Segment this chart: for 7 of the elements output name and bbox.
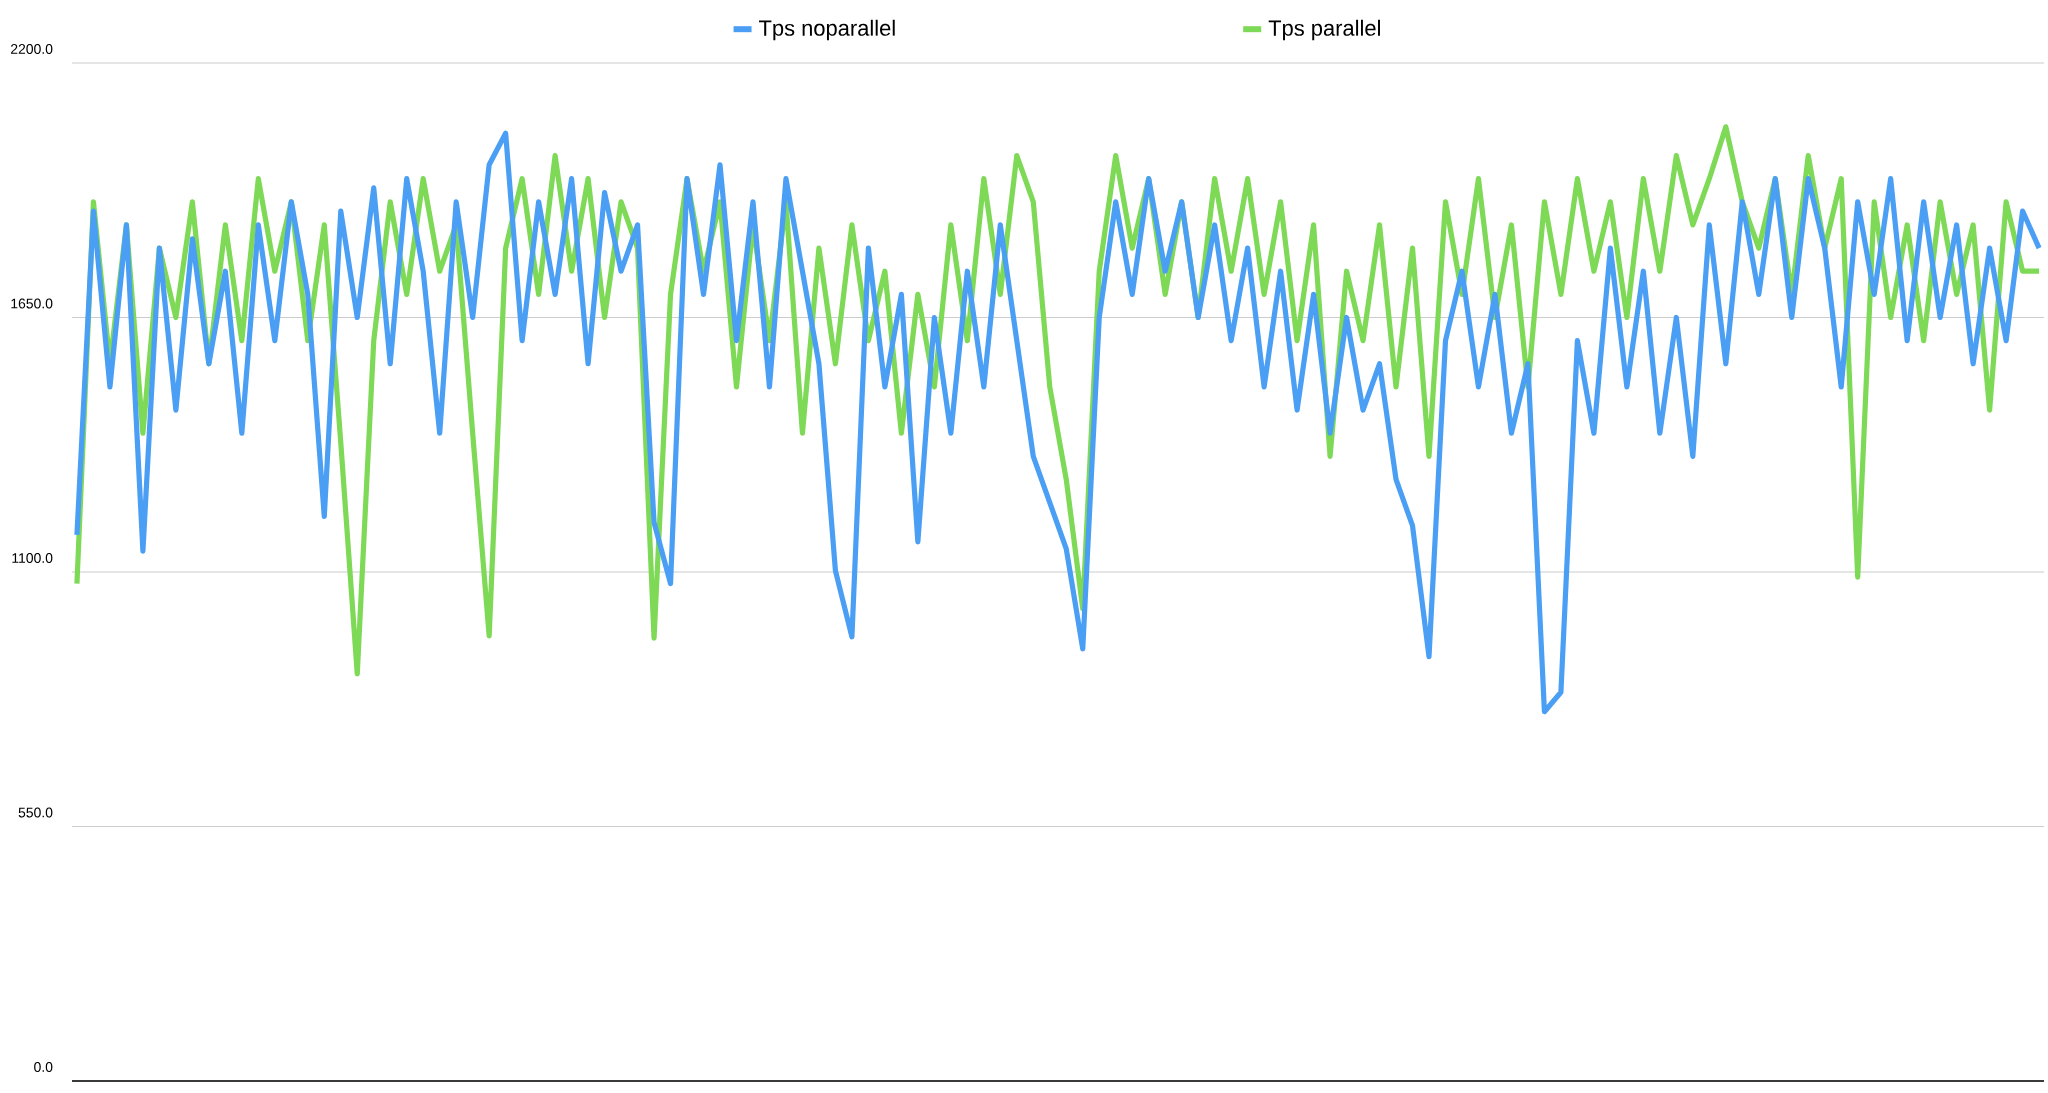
y-tick-label: 2200.0 xyxy=(10,44,53,54)
y-tick-label: 0.0 xyxy=(34,1062,53,1072)
legend-label: Tps noparallel xyxy=(759,19,895,41)
legend-label: Tps parallel xyxy=(1268,19,1380,41)
y-tick-label: 550.0 xyxy=(18,807,53,818)
y-tick-label: 1100.0 xyxy=(12,553,53,563)
y-tick-label: 1650.0 xyxy=(11,298,53,309)
